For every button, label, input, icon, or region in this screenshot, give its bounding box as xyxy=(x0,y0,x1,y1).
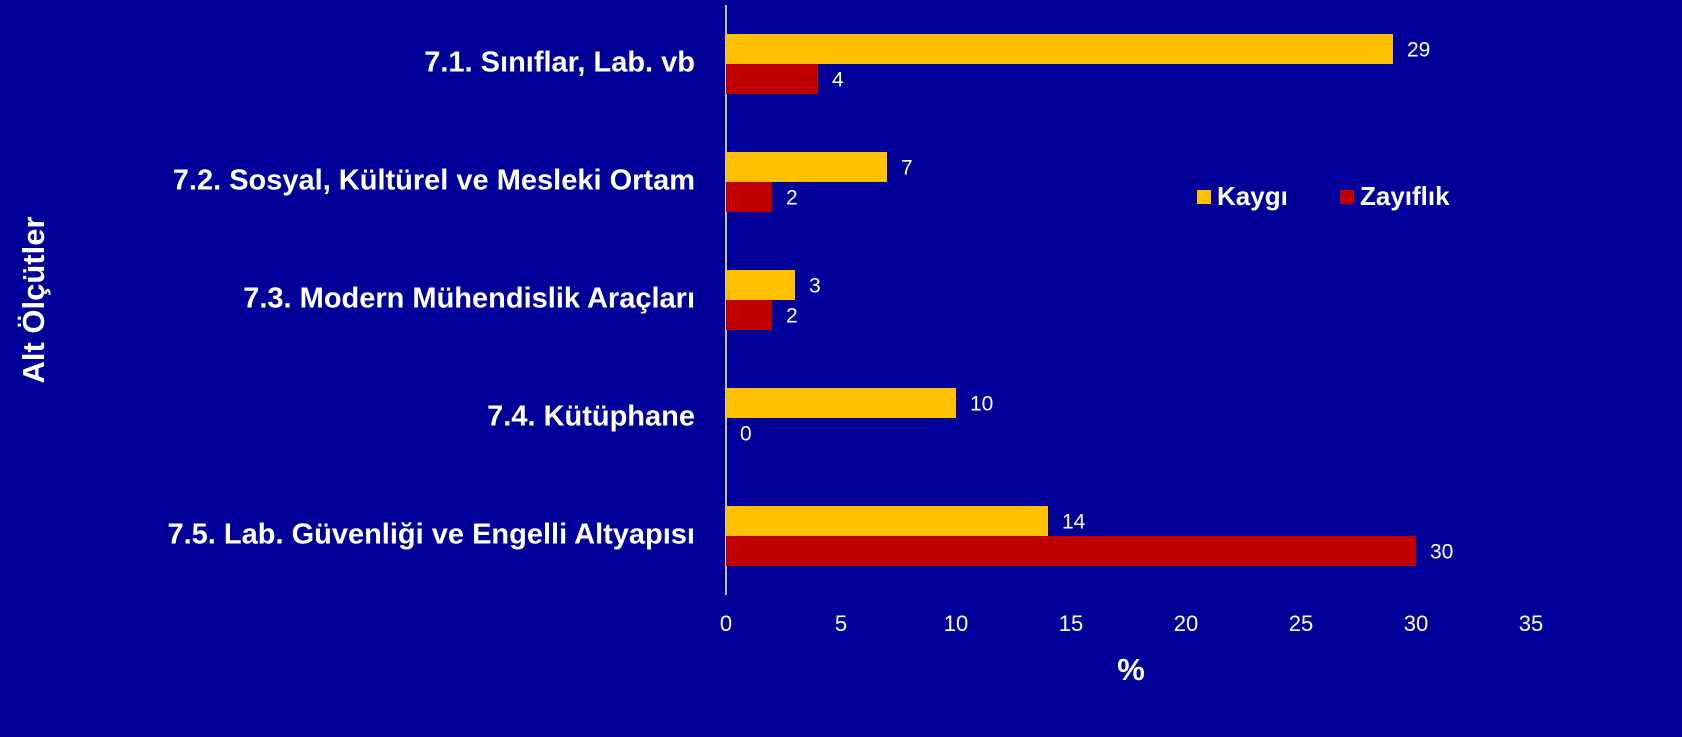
y-tick-label: 7.1. Sınıflar, Lab. vb xyxy=(424,47,695,79)
legend-swatch xyxy=(1197,190,1211,204)
bar xyxy=(726,64,818,94)
x-tick-label: 25 xyxy=(1289,611,1313,636)
value-label: 4 xyxy=(832,69,844,92)
bar xyxy=(726,506,1048,536)
legend-label: Zayıflık xyxy=(1360,181,1450,211)
value-label: 3 xyxy=(809,275,821,298)
legend-swatch xyxy=(1340,190,1354,204)
x-tick-label: 35 xyxy=(1519,611,1543,636)
bar xyxy=(726,34,1393,64)
x-tick-label: 15 xyxy=(1059,611,1083,636)
bar xyxy=(726,270,795,300)
x-tick-label: 20 xyxy=(1174,611,1198,636)
value-label: 7 xyxy=(901,157,913,180)
value-label: 29 xyxy=(1407,39,1430,62)
value-label: 14 xyxy=(1062,511,1086,534)
bar xyxy=(726,152,887,182)
y-tick-label: 7.4. Kütüphane xyxy=(487,401,695,433)
x-tick-label: 10 xyxy=(944,611,968,636)
x-tick-label: 5 xyxy=(835,611,847,636)
value-label: 30 xyxy=(1430,541,1453,564)
value-label: 10 xyxy=(970,393,993,416)
bar xyxy=(726,182,772,212)
x-axis-title: % xyxy=(1117,652,1145,687)
legend-label: Kaygı xyxy=(1217,181,1288,211)
x-tick-label: 0 xyxy=(720,611,732,636)
y-tick-label: 7.3. Modern Mühendislik Araçları xyxy=(243,283,695,315)
value-label: 2 xyxy=(786,305,798,328)
y-axis-title: Alt Ölçütler xyxy=(16,216,51,383)
bar xyxy=(726,536,1416,566)
y-tick-label: 7.2. Sosyal, Kültürel ve Mesleki Ortam xyxy=(173,165,695,197)
x-tick-label: 30 xyxy=(1404,611,1428,636)
bar xyxy=(726,300,772,330)
bar xyxy=(726,388,956,418)
value-label: 0 xyxy=(740,423,752,446)
value-label: 2 xyxy=(786,187,798,210)
y-tick-label: 7.5. Lab. Güvenliği ve Engelli Altyapısı xyxy=(167,519,695,551)
